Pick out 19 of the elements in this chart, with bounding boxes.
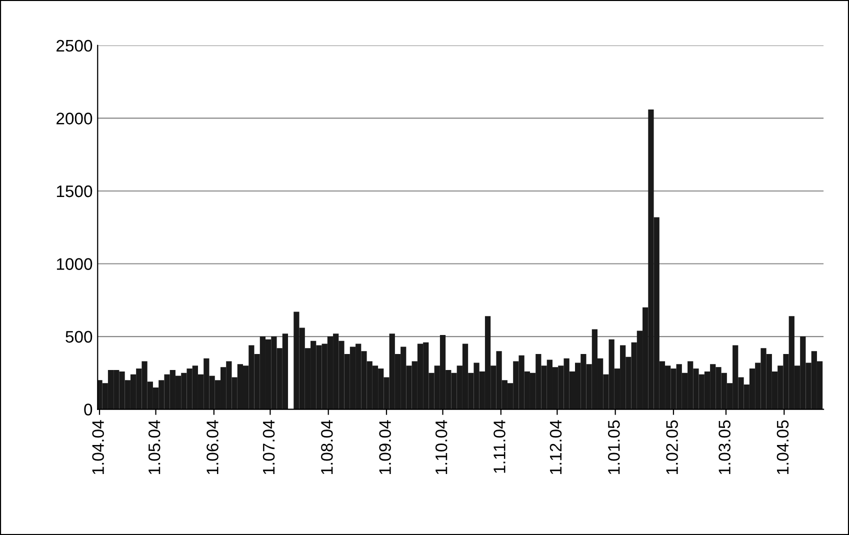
x-tick-label: 1.05.04: [148, 420, 160, 474]
x-tick-label: 1.10.04: [435, 420, 448, 474]
y-tick-label: 0: [84, 404, 92, 416]
y-tick-label: 1000: [56, 258, 92, 270]
x-tick-label: 1.02.05: [666, 420, 678, 474]
x-tick-label: 1.07.04: [262, 420, 275, 474]
x-tick-label: 1.12.04: [550, 420, 562, 474]
y-tick-label: 1500: [56, 185, 92, 198]
x-tick-label: 1.06.04: [206, 420, 218, 474]
x-tick-label: 1.04.04: [92, 420, 104, 474]
y-tick-label: 2500: [56, 40, 92, 52]
x-tick-label: 1.11.04: [494, 420, 506, 473]
x-tick-label: 1.08.04: [321, 420, 333, 474]
x-tick-label: 1.01.05: [608, 420, 620, 474]
x-tick-label: 1.09.04: [379, 420, 391, 474]
y-tick-label: 500: [66, 330, 92, 343]
x-tick-label: 1.03.05: [718, 420, 730, 474]
y-tick-label: 2000: [56, 112, 92, 124]
x-tick-label: 1.04.05: [776, 420, 789, 474]
